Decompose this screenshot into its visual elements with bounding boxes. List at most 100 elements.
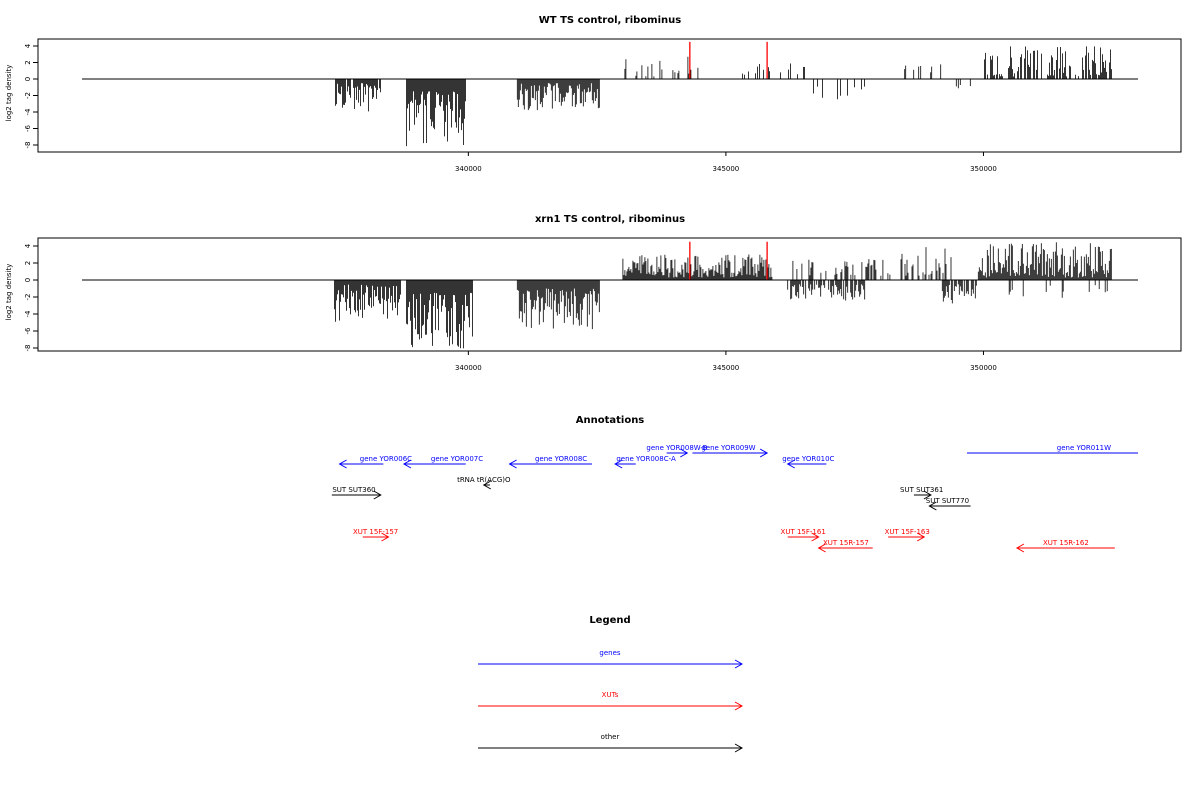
feature-arrowhead: [373, 490, 382, 500]
feature-arrowhead: [381, 532, 390, 542]
x-tick-label: 350000: [970, 165, 997, 173]
legend-entry: XUTs: [478, 691, 744, 711]
feature-arrowhead: [817, 543, 826, 553]
annotation-feature: gene YOR006C: [338, 455, 412, 469]
annotation-feature: gene YOR008C-A: [614, 455, 676, 469]
highlight-bars: [689, 41, 768, 79]
feature-arrowhead: [1015, 543, 1025, 553]
y-tick-label: 4: [24, 43, 32, 48]
y-axis: 4 2 0 -2 -4 -6 -8: [24, 243, 39, 352]
feature-arrowhead: [811, 532, 820, 542]
x-tick-label: 345000: [713, 165, 740, 173]
annotation-feature: gene YOR007C: [402, 455, 483, 469]
coverage-bars: [333, 242, 1112, 349]
y-tick-label: -8: [24, 142, 32, 149]
x-tick-label: 340000: [455, 364, 482, 372]
feature-arrowhead: [338, 459, 347, 469]
x-axis: 340000 345000 350000: [455, 152, 997, 173]
feature-arrowhead: [614, 459, 623, 469]
legend-label: XUTs: [602, 691, 619, 699]
y-tick-label: 2: [24, 60, 32, 64]
feature-label: XUT 15R-162: [1043, 539, 1089, 547]
feature-label: gene YOR010C: [782, 455, 834, 463]
annotation-feature: XUT 15F-163: [885, 528, 930, 542]
annotation-feature: gene YOR010C: [782, 455, 835, 469]
y-tick-label: -4: [24, 310, 32, 318]
feature-label: XUT 15R-157: [823, 539, 869, 547]
y-tick-label: 0: [24, 77, 32, 81]
legend-title: Legend: [589, 615, 630, 626]
annotation-feature: gene YOR009W: [692, 444, 769, 458]
annotation-feature: SUT SUT360: [331, 486, 382, 500]
feature-arrowhead: [916, 532, 926, 542]
y-tick-label: 4: [24, 243, 32, 248]
annotation-track: Annotations gene YOR006C gene YOR007C gene…: [331, 415, 1138, 553]
annotations-title: Annotations: [576, 415, 645, 426]
annotation-feature: gene YOR011W: [966, 444, 1138, 454]
feature-label: gene YOR007C: [431, 455, 483, 463]
y-axis-label: log2 tag density: [5, 264, 13, 321]
y-tick-label: -2: [24, 294, 32, 301]
x-tick-label: 340000: [455, 165, 482, 173]
feature-arrowhead: [759, 448, 769, 458]
wt-coverage-panel: WT TS control, ribominus 4 2 0 -2 -4 -6 -8 340…: [5, 15, 1182, 173]
feature-arrowhead: [508, 459, 517, 469]
panel-title: xrn1 TS control, ribominus: [535, 214, 685, 225]
annotation-feature: XUT 15R-157: [817, 539, 873, 553]
y-tick-label: -6: [24, 124, 32, 132]
feature-label: gene YOR009W: [701, 444, 755, 452]
xrn1-coverage-panel: xrn1 TS control, ribominus 4 2 0 -2 -4 -6 -8 3…: [5, 214, 1182, 372]
feature-label: gene YOR008C-A: [616, 455, 676, 463]
legend-entries: genes XUTs other: [478, 649, 744, 753]
annotation-feature: SUT SUT770: [926, 497, 971, 511]
legend-arrowhead: [734, 743, 744, 753]
annotation-feature: tRNA tR(ACG)O: [457, 476, 511, 490]
feature-arrowhead: [928, 501, 937, 511]
feature-label: tRNA tR(ACG)O: [457, 476, 511, 484]
legend-arrowhead: [734, 701, 744, 711]
annotation-feature: XUT 15F-157: [353, 528, 398, 542]
feature-arrowhead: [402, 459, 412, 469]
feature-label: gene YOR008C: [535, 455, 587, 463]
feature-arrowhead: [482, 480, 492, 490]
feature-label: SUT SUT360: [332, 486, 375, 494]
y-tick-label: 0: [24, 278, 32, 282]
annotation-features: gene YOR006C gene YOR007C gene YOR008C gene…: [331, 444, 1138, 553]
legend-arrowhead: [734, 659, 744, 669]
x-axis: 340000 345000 350000: [455, 351, 997, 372]
feature-label: gene YOR008W-B: [646, 444, 707, 452]
x-tick-label: 350000: [970, 364, 997, 372]
annotation-feature: gene YOR008C: [508, 455, 592, 469]
panel-title: WT TS control, ribominus: [539, 15, 682, 26]
feature-label: XUT 15F-163: [885, 528, 930, 536]
legend-label: other: [601, 733, 620, 741]
feature-label: XUT 15F-161: [781, 528, 826, 536]
y-tick-label: -4: [24, 108, 32, 116]
coverage-bars: [334, 46, 1112, 147]
feature-label: gene YOR006C: [360, 455, 412, 463]
annotation-feature: XUT 15F-161: [781, 528, 826, 542]
x-tick-label: 345000: [713, 364, 740, 372]
feature-label: XUT 15F-157: [353, 528, 398, 536]
y-axis: 4 2 0 -2 -4 -6 -8: [24, 43, 39, 149]
y-tick-label: -8: [24, 345, 32, 352]
feature-label: SUT SUT361: [900, 486, 943, 494]
legend-entry: genes: [478, 649, 744, 669]
highlight-bars: [689, 241, 768, 280]
feature-arrowhead: [680, 448, 689, 458]
y-tick-label: -6: [24, 327, 32, 335]
y-axis-label: log2 tag density: [5, 65, 13, 122]
feature-arrowhead: [923, 490, 932, 500]
annotation-feature: gene YOR008W-B: [646, 444, 708, 458]
annotation-feature: XUT 15R-162: [1015, 539, 1115, 553]
feature-arrowhead: [786, 459, 795, 469]
feature-label: gene YOR011W: [1057, 444, 1111, 452]
legend-label: genes: [599, 649, 620, 657]
legend-entry: other: [478, 733, 744, 753]
y-tick-label: 2: [24, 261, 32, 265]
legend: Legend genes XUTs other: [478, 615, 744, 753]
annotation-feature: SUT SUT361: [900, 486, 943, 500]
feature-label: SUT SUT770: [926, 497, 969, 505]
